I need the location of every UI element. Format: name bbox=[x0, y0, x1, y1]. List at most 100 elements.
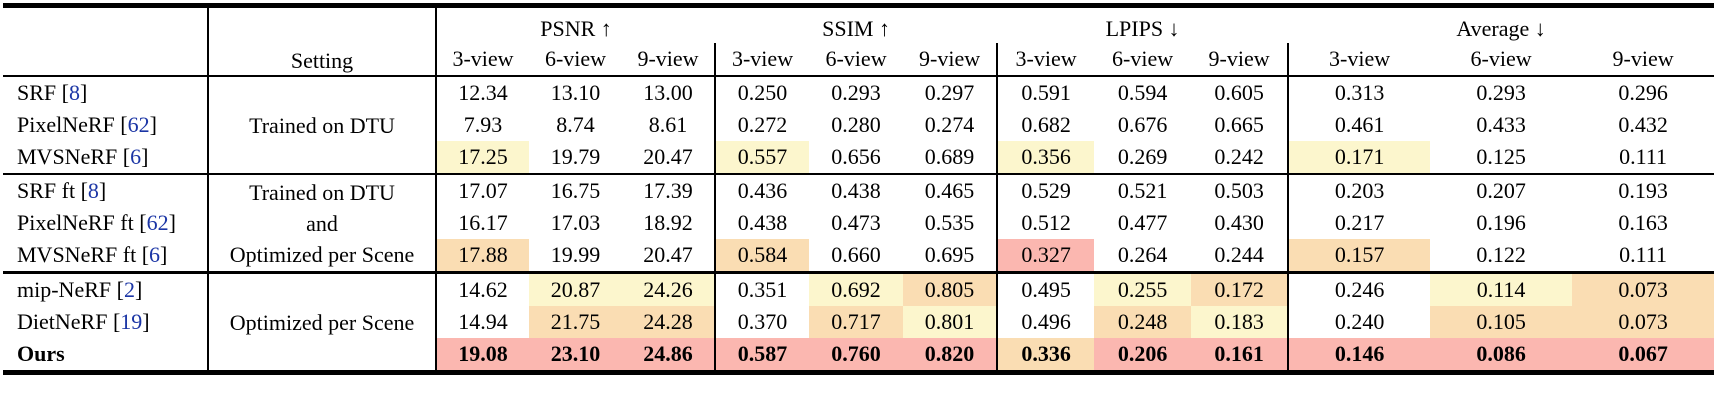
view-column-header: 6-view bbox=[544, 46, 607, 71]
metric-cell: 0.473 bbox=[831, 210, 881, 235]
setting-cell: Trained on DTU and Optimized per Scene bbox=[208, 173, 437, 273]
method-cell: PixelNeRF ft [62] bbox=[3, 207, 209, 239]
metric-cell: 0.529 bbox=[997, 173, 1095, 207]
citation-number[interactable]: 6 bbox=[130, 144, 142, 169]
citation-ref[interactable]: [8] bbox=[81, 178, 107, 203]
metric-cell-best: 0.327 bbox=[997, 239, 1095, 273]
citation-ref[interactable]: [62] bbox=[120, 112, 157, 137]
method-name: mip-NeRF bbox=[17, 277, 117, 302]
metric-cell-third: 20.87 bbox=[529, 271, 622, 306]
citation-bracket-close: ] bbox=[134, 277, 143, 302]
citation-ref[interactable]: [6] bbox=[123, 144, 149, 169]
citation-ref[interactable]: [6] bbox=[142, 242, 168, 267]
metric-cell: 0.207 bbox=[1430, 173, 1573, 207]
citation-ref[interactable]: [62] bbox=[139, 210, 176, 235]
metric-cell-second: 0.073 bbox=[1572, 306, 1715, 338]
metric-cell: 0.196 bbox=[1476, 210, 1526, 235]
metric-cell: 17.07 bbox=[436, 173, 529, 207]
metric-cell: 0.242 bbox=[1191, 141, 1290, 174]
metric-cell-best: 23.10 bbox=[529, 338, 622, 373]
method-cell: MVSNeRF ft [6] bbox=[3, 239, 209, 273]
metric-cell-second: 0.248 bbox=[1094, 306, 1192, 338]
citation-bracket-close: ] bbox=[149, 112, 157, 137]
metric-cell-third: 0.557 bbox=[715, 141, 810, 174]
metric-cell: 0.280 bbox=[831, 112, 881, 137]
citation-number[interactable]: 8 bbox=[87, 178, 99, 203]
metric-cell: 0.438 bbox=[809, 173, 904, 207]
metric-cell: 19.79 bbox=[550, 144, 601, 169]
method-name: Ours bbox=[17, 341, 65, 366]
citation-bracket-open: [ bbox=[139, 210, 147, 235]
metric-cell-best: 19.08 bbox=[436, 338, 529, 373]
citation-bracket-open: [ bbox=[141, 242, 150, 267]
metric-cell: 0.430 bbox=[1191, 207, 1290, 239]
view-column-header: 3-view bbox=[731, 46, 794, 71]
view-column-header: 3-view bbox=[1329, 46, 1391, 71]
metric-cell: 13.10 bbox=[550, 80, 601, 105]
metric-cell-best: 0.206 bbox=[1094, 338, 1192, 373]
metric-cell-second: 21.75 bbox=[529, 306, 622, 338]
metric-cell: 0.676 bbox=[1117, 112, 1168, 137]
paper-results-table-page: Setting PSNR ↑ SSIM ↑ LPIPS ↓ Average ↓ 3-vie… bbox=[3, 3, 1715, 375]
setting-line: Optimized per Scene bbox=[229, 241, 415, 267]
corner-cell bbox=[3, 5, 209, 76]
metric-cell: 0.351 bbox=[715, 271, 810, 306]
citation-ref[interactable]: [19] bbox=[113, 309, 150, 334]
metric-cell: 0.461 bbox=[1334, 112, 1385, 137]
metric-cell-third: 0.183 bbox=[1191, 306, 1290, 338]
metric-cell: 0.432 bbox=[1618, 112, 1668, 137]
metric-cell: 0.111 bbox=[1619, 144, 1668, 169]
method-name: SRF ft bbox=[17, 178, 81, 203]
metric-cell-second: 0.172 bbox=[1191, 271, 1290, 306]
metric-cell: 0.293 bbox=[1476, 80, 1526, 105]
metric-cell: 17.39 bbox=[622, 173, 717, 207]
metric-cell: 0.605 bbox=[1191, 76, 1290, 109]
citation-ref[interactable]: [2] bbox=[117, 277, 143, 302]
citation-number[interactable]: 19 bbox=[120, 309, 143, 334]
metric-cell-best: 0.820 bbox=[903, 338, 999, 373]
setting-cell: Trained on DTU bbox=[208, 76, 437, 174]
metric-cell: 12.34 bbox=[458, 80, 508, 105]
metric-cell-third: 17.25 bbox=[436, 141, 529, 174]
metric-cell: 0.193 bbox=[1572, 173, 1715, 207]
table-row: SRF [8] Trained on DTU 12.34 13.10 13.00 0.25… bbox=[3, 76, 1714, 174]
view-column-header: 3-view bbox=[1015, 46, 1077, 71]
method-name: PixelNeRF bbox=[17, 112, 121, 137]
view-column-header: 9-view bbox=[903, 43, 999, 76]
citation-number[interactable]: 8 bbox=[68, 80, 80, 105]
citation-number[interactable]: 62 bbox=[146, 210, 169, 235]
citation-bracket-open: [ bbox=[116, 277, 124, 302]
citation-ref[interactable]: [8] bbox=[62, 80, 88, 105]
table-row: SRF ft [8] Trained on DTU and Optimized per… bbox=[3, 173, 1715, 273]
metric-cell: 0.244 bbox=[1191, 239, 1290, 273]
metric-cell: 0.217 bbox=[1334, 210, 1385, 235]
method-group: SRF ft [8] Trained on DTU and Optimized per… bbox=[3, 173, 1715, 273]
metric-cell-second: 0.717 bbox=[809, 306, 904, 338]
metric-cell: 19.99 bbox=[550, 242, 601, 267]
table-row: MVSNeRF ft [6] 17.88 19.99 20.47 0.584 0.660 0… bbox=[3, 239, 1714, 273]
setting-column-header: Setting bbox=[208, 5, 437, 76]
metric-cell-best: 0.067 bbox=[1572, 338, 1715, 373]
metric-cell-best: 0.086 bbox=[1430, 338, 1573, 373]
metric-cell-second: 0.073 bbox=[1572, 271, 1715, 306]
metric-cell: 0.274 bbox=[903, 109, 999, 141]
citation-number[interactable]: 6 bbox=[149, 242, 161, 267]
metric-cell: 7.93 bbox=[463, 112, 503, 137]
metric-cell-best: 0.146 bbox=[1288, 338, 1431, 373]
metric-cell: 0.660 bbox=[831, 242, 881, 267]
citation-bracket-close: ] bbox=[79, 80, 88, 105]
metric-group-header: SSIM ↑ bbox=[822, 16, 890, 41]
view-column-header: 9-view bbox=[622, 43, 717, 76]
view-column-header: 6-view bbox=[1112, 46, 1174, 71]
table-header: Setting PSNR ↑ SSIM ↑ LPIPS ↓ Average ↓ 3-vie… bbox=[3, 5, 1715, 76]
metric-cell-second: 0.105 bbox=[1430, 306, 1573, 338]
metric-cell: 0.122 bbox=[1476, 242, 1526, 267]
citation-number[interactable]: 2 bbox=[123, 277, 135, 302]
setting-cell: Optimized per Scene bbox=[208, 271, 437, 373]
metric-cell: 14.94 bbox=[458, 309, 508, 334]
view-column-header: 9-view bbox=[1612, 46, 1674, 71]
citation-number[interactable]: 62 bbox=[127, 112, 150, 137]
metric-cell: 0.433 bbox=[1476, 112, 1526, 137]
metric-cell: 0.465 bbox=[903, 173, 999, 207]
metric-cell-second: 24.28 bbox=[622, 306, 717, 338]
